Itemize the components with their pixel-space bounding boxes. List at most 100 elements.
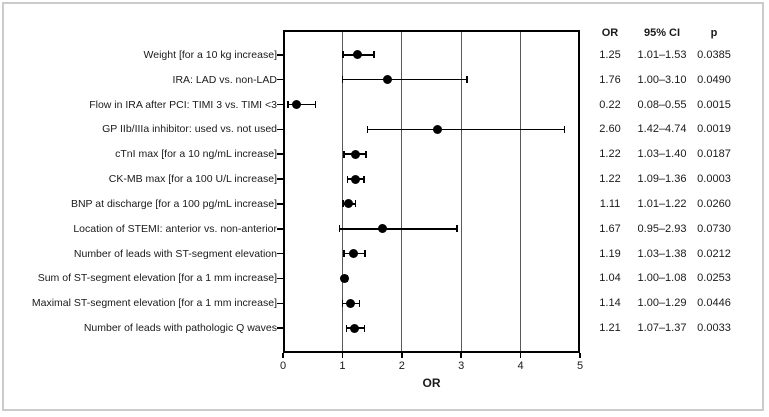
column-header-p: p <box>710 27 718 39</box>
ci-cap-low <box>345 324 348 332</box>
row-label: IRA: LAD vs. non-LAD <box>172 73 277 86</box>
x-tick-label: 5 <box>576 360 584 372</box>
ci-cap-high <box>456 225 458 233</box>
ci-cap-low <box>366 125 369 133</box>
x-tick-label: 0 <box>279 360 287 372</box>
cell-or: 1.76 <box>599 73 621 86</box>
cell-or: 1.04 <box>599 272 621 285</box>
row-label: CK-MB max [for a 100 U/L increase] <box>108 173 277 186</box>
x-axis-title: OR <box>422 376 441 390</box>
ci-cap-high <box>373 51 375 59</box>
cell-or: 1.21 <box>599 322 621 335</box>
or-point <box>350 174 360 184</box>
cell-ci: 1.03–1.40 <box>637 148 687 161</box>
ci-cap-high <box>363 175 365 183</box>
y-axis-tick <box>277 103 283 106</box>
row-label: Maximal ST-segment elevation [for a 1 mm… <box>31 297 277 310</box>
row-label: Number of leads with pathologic Q waves <box>83 322 277 335</box>
cell-ci: 1.00–1.08 <box>637 272 687 285</box>
gridline <box>520 32 522 351</box>
cell-p: 0.0033 <box>697 322 731 335</box>
ci-cap-high <box>365 150 367 158</box>
cell-p: 0.0253 <box>697 272 731 285</box>
ci-cap-low <box>343 150 345 158</box>
cell-or: 1.25 <box>599 48 621 61</box>
x-axis-tick <box>579 353 581 358</box>
x-tick-label: 3 <box>458 360 465 372</box>
ci-cap-low <box>342 200 344 208</box>
row-label: cTnI max [for a 10 ng/mL increase] <box>115 148 277 161</box>
cell-p: 0.0260 <box>697 197 731 210</box>
or-point <box>350 323 360 333</box>
cell-ci: 1.01–1.53 <box>637 48 687 61</box>
gridline <box>460 32 462 351</box>
cell-ci: 1.42–4.74 <box>637 123 687 136</box>
or-point <box>349 249 359 259</box>
cell-or: 1.67 <box>599 222 621 235</box>
x-axis-tick <box>401 353 403 358</box>
row-label: Number of leads with ST-segment elevatio… <box>73 247 277 260</box>
ci-cap-high <box>314 101 317 109</box>
row-label: Sum of ST-segment elevation [for a 1 mm … <box>37 272 277 285</box>
ci-cap-high <box>563 125 566 133</box>
cell-ci: 1.00–3.10 <box>637 73 687 86</box>
x-axis-tick <box>282 353 284 358</box>
or-point <box>344 199 354 209</box>
gridline <box>401 32 403 351</box>
y-axis-tick <box>277 228 283 230</box>
cell-or: 1.14 <box>599 297 621 310</box>
cell-p: 0.0490 <box>697 73 731 86</box>
y-axis-tick <box>277 128 283 131</box>
y-axis-tick <box>277 302 283 305</box>
ci-cap-high <box>363 324 366 332</box>
y-axis-tick <box>277 203 283 205</box>
cell-ci: 0.95–2.93 <box>637 222 687 235</box>
gridline <box>341 32 343 351</box>
cell-p: 0.0015 <box>697 98 731 111</box>
ci-cap-high <box>364 250 366 258</box>
y-axis-tick <box>277 153 283 155</box>
cell-ci: 1.01–1.22 <box>637 197 687 210</box>
cell-p: 0.0187 <box>697 148 731 161</box>
x-axis-tick <box>519 353 522 358</box>
plot-area <box>283 30 580 353</box>
cell-or: 1.22 <box>599 173 621 186</box>
or-point <box>377 224 387 234</box>
ci-cap-low <box>338 225 341 233</box>
cell-p: 0.0446 <box>697 297 731 310</box>
cell-p: 0.0212 <box>697 247 731 260</box>
cell-ci: 0.08–0.55 <box>637 98 687 111</box>
y-axis-tick <box>277 277 283 280</box>
ci-bar <box>342 78 468 81</box>
ci-cap-low <box>346 175 349 183</box>
cell-ci: 1.00–1.29 <box>637 297 687 310</box>
cell-or: 0.22 <box>599 98 621 111</box>
ci-bar <box>367 128 565 131</box>
cell-or: 1.19 <box>599 247 621 260</box>
ci-cap-low <box>342 51 344 59</box>
x-tick-label: 1 <box>339 360 346 372</box>
cell-ci: 1.03–1.38 <box>637 247 687 260</box>
column-header-or: OR <box>601 27 619 39</box>
row-label: Flow in IRA after PCI: TIMI 3 vs. TIMI <… <box>89 98 277 111</box>
row-label: BNP at discharge [for a 100 pg/mL increa… <box>70 197 277 210</box>
ci-cap-high <box>466 76 468 84</box>
x-axis-tick <box>460 353 462 358</box>
column-header-ci: 95% CI <box>643 27 681 39</box>
or-point <box>352 50 362 60</box>
cell-p: 0.0385 <box>697 48 731 61</box>
cell-p: 0.0003 <box>697 173 731 186</box>
cell-or: 1.22 <box>599 148 621 161</box>
ci-cap-low <box>341 299 344 307</box>
cell-p: 0.0019 <box>697 123 731 136</box>
y-axis-tick <box>277 327 283 329</box>
row-label: Weight [for a 10 kg increase] <box>143 48 277 61</box>
y-axis-tick <box>277 54 283 56</box>
cell-or: 1.11 <box>599 197 621 210</box>
y-axis-tick <box>277 252 283 255</box>
x-tick-label: 4 <box>517 360 524 372</box>
ci-bar <box>287 103 316 106</box>
row-label: Location of STEMI: anterior vs. non-ante… <box>73 222 277 235</box>
cell-ci: 1.07–1.37 <box>637 322 687 335</box>
